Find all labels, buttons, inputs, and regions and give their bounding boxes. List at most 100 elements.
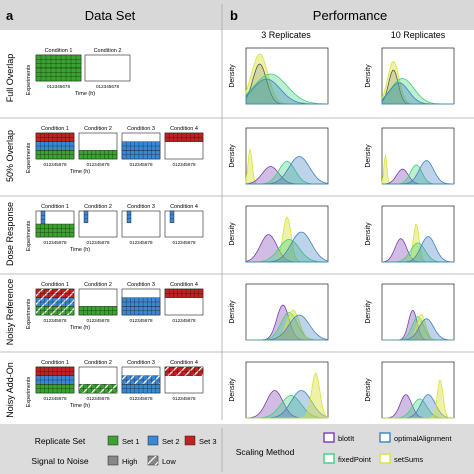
condition-label: Condition 3 [127,126,155,132]
plot-frame [245,205,329,263]
legend-setsums-label: setSums [394,455,423,464]
density-curve [382,318,454,341]
time-ticks: 012345678 [44,240,67,245]
time-ticks: 012345678 [44,396,67,401]
replicate-block [126,210,132,223]
rows-layer: Full Overlap Experiments Condition 1 012345… [0,48,474,431]
condition-label: Condition 2 [84,282,112,288]
legend-set2-swatch [147,435,159,446]
density-plot: Density [229,283,329,341]
time-ticks: 012345678 [130,240,153,245]
design-row: Noisy Add-On Experiments Condition 1 012345… [0,360,474,431]
experiments-label: Experiments [26,142,32,173]
legend-setsums-swatch [379,453,391,464]
time-ticks: 012345678 [44,318,67,323]
time-ticks: 012345678 [87,162,110,167]
density-curve [381,82,454,105]
density-plot: Density [365,283,455,341]
condition-label: Condition 3 [127,204,155,210]
replicate-block [35,223,75,238]
density-plot: Density [229,205,329,263]
time-ticks: 012345678 [173,396,196,401]
time-ticks: 012345678 [130,318,153,323]
density-curve [382,236,455,263]
time-ticks: 012345678 [87,396,110,401]
legend-low-label: Low [162,457,176,466]
time-ticks: 012345678 [173,318,196,323]
time-ticks: 012345678 [47,84,70,89]
density-curve [382,379,454,419]
legend-fixedpoint-swatch [323,453,335,464]
density-axis-label: Density [365,378,372,402]
condition-label: Condition 2 [84,126,112,132]
condition-label: Condition 2 [94,48,122,54]
condition-label: Condition 2 [84,204,112,210]
density-plot: DensityStandard Deviation [229,361,329,434]
legend-set2-label: Set 2 [162,437,180,446]
density-axis-label: Density [365,144,372,168]
legend-set1-swatch [107,435,119,446]
time-ticks: 012345678 [96,84,119,89]
density-axis-label: Density [365,222,372,246]
legend-blotit-label: blotIt [338,434,355,443]
condition-label: Condition 1 [41,204,69,210]
density-axis-label: Density [229,222,236,246]
experiments-label: Experiments [26,220,32,251]
condition-label: Condition 1 [41,282,69,288]
condition-label: Condition 1 [41,126,69,132]
density-plot: Density [365,47,455,105]
col-label-3-replicates: 3 Replicates [261,30,311,40]
replicate-block [169,210,175,223]
legend-set3-swatch [184,435,196,446]
legend-replicate-title: Replicate Set [35,436,86,446]
density-curve [246,314,329,341]
condition-label: Condition 3 [127,282,155,288]
legend-noise-title: Signal to Noise [31,456,88,466]
experiments-label: Experiments [26,298,32,329]
legend-set1-label: Set 1 [122,437,140,446]
time-axis-label: Time (h) [70,403,90,409]
replicate-block [83,210,89,223]
legend-low-hatch [148,456,158,465]
density-plot: Density [365,127,455,185]
row-label: Dose Response [5,202,15,266]
density-axis-label: Density [365,64,372,88]
time-axis-label: Time (h) [70,247,90,253]
density-curve [246,231,329,263]
time-ticks: 012345678 [130,396,153,401]
time-ticks: 012345678 [44,162,67,167]
plot-frame [245,47,329,105]
condition-label: Condition 1 [45,48,73,54]
replicate-block [40,210,46,225]
header-band [0,0,474,30]
replicate-block [35,54,82,69]
panel-a-letter: a [6,8,14,23]
row-label: Full Overlap [5,54,15,103]
density-axis-label: Density [229,378,236,402]
condition-label: Condition 4 [170,204,198,210]
density-axis-label: Density [229,300,236,324]
time-ticks: 012345678 [130,162,153,167]
time-axis-label: Time (h) [70,325,90,331]
condition-label: Condition 2 [84,360,112,366]
design-row: Dose Response Experiments Condition 1 01234… [0,202,474,275]
density-curve [246,372,329,419]
condition-box [84,54,131,82]
density-axis-label: Density [229,144,236,168]
legend-high-label: High [122,457,137,466]
replicate-block [35,67,82,82]
row-label: Noisy Add-On [5,362,15,418]
panel-b-letter: b [230,8,238,23]
condition-label: Condition 3 [127,360,155,366]
condition-label: Condition 4 [170,282,198,288]
time-ticks: 012345678 [173,240,196,245]
panel-b-title: Performance [313,8,387,23]
density-plot: DensityStandard Deviation [365,361,455,434]
time-axis-label: Time (h) [70,169,90,175]
legend-set3-label: Set 3 [199,437,217,446]
design-row: Noisy Reference Experiments Condition 1 012… [0,279,474,353]
panel-a-title: Data Set [85,8,136,23]
plot-frame [381,127,455,185]
